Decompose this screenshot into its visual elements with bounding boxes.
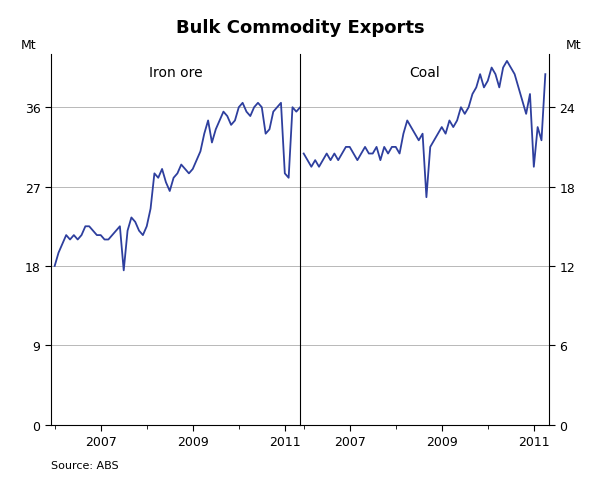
- Text: Mt: Mt: [21, 38, 37, 51]
- Text: Coal: Coal: [409, 66, 440, 80]
- Text: Iron ore: Iron ore: [149, 66, 202, 80]
- Text: Mt: Mt: [566, 38, 581, 51]
- Text: Bulk Commodity Exports: Bulk Commodity Exports: [176, 19, 424, 37]
- Text: Source: ABS: Source: ABS: [51, 460, 119, 470]
